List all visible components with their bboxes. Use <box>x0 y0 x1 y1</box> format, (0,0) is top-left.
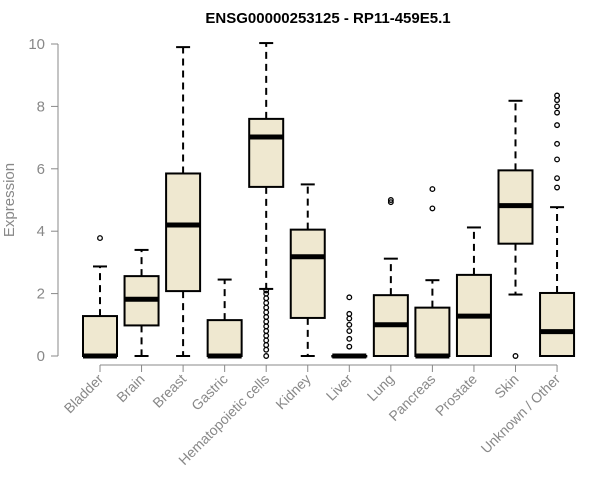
y-axis: 0 2 4 6 8 10 <box>28 36 59 365</box>
y-tick-label: 2 <box>37 286 45 303</box>
box-breast <box>165 46 202 357</box>
outlier-point <box>263 346 270 353</box>
iqr-box <box>414 306 451 358</box>
box-pancreas <box>414 186 451 359</box>
box-hematopoietic-cells <box>248 42 285 359</box>
outlier-point <box>554 97 560 104</box>
outlier-point <box>346 321 353 328</box>
box-liver <box>331 294 368 359</box>
box-skin <box>497 99 534 359</box>
outlier-point <box>554 184 560 191</box>
outlier-point <box>263 287 270 294</box>
x-tick-label: Prostate <box>432 371 480 419</box>
x-tick-label: Bladder <box>61 371 107 417</box>
outlier-point <box>346 343 353 350</box>
y-tick-label: 6 <box>37 161 45 178</box>
outlier-point <box>263 314 270 320</box>
outlier-point <box>429 186 436 193</box>
outlier-point <box>346 294 353 301</box>
outlier-point <box>263 304 270 311</box>
box-bladder <box>82 235 118 359</box>
y-tick-label: 4 <box>37 223 45 240</box>
outlier-point <box>554 109 560 116</box>
outlier-point <box>346 335 353 342</box>
x-tick-label: Breast <box>149 371 189 411</box>
y-tick-label: 10 <box>28 36 45 53</box>
outlier-point <box>554 140 560 147</box>
y-tick-label: 0 <box>37 348 45 365</box>
outlier-point <box>554 175 560 182</box>
outlier-point <box>554 103 560 110</box>
x-tick-label: Lung <box>364 371 397 404</box>
outlier-point <box>263 323 270 330</box>
outlier-point <box>346 328 353 334</box>
outlier-point <box>263 332 270 339</box>
outlier-point <box>554 92 560 99</box>
outlier-point <box>554 156 560 163</box>
x-tick-label: Skin <box>491 371 522 402</box>
outlier-point <box>263 300 270 306</box>
x-tick-label: Unknown / Other <box>478 371 564 457</box>
boxes-group <box>82 42 576 359</box>
iqr-box <box>289 228 326 319</box>
iqr-box <box>82 315 118 357</box>
box-unknown-other <box>539 92 576 358</box>
outlier-point <box>346 315 353 322</box>
iqr-box <box>165 172 202 293</box>
outlier-point <box>512 353 519 359</box>
chart-title: ENSG00000253125 - RP11-459E5.1 <box>205 10 450 27</box>
outlier-point <box>429 205 436 212</box>
iqr-box <box>206 319 243 357</box>
x-tick-label: Kidney <box>272 371 314 413</box>
y-tick-label: 8 <box>37 98 45 115</box>
outlier-point <box>263 328 270 334</box>
outlier-point <box>387 199 394 206</box>
outlier-point <box>263 290 270 297</box>
outlier-point <box>263 309 270 316</box>
x-tick-label: Liver <box>323 371 356 404</box>
y-axis-label: Expression <box>1 163 18 237</box>
outlier-point <box>97 235 103 242</box>
iqr-box <box>539 291 576 358</box>
box-brain <box>123 248 160 357</box>
outlier-point <box>263 337 270 344</box>
box-kidney <box>289 183 326 357</box>
x-tick-label: Brain <box>113 371 147 405</box>
iqr-box <box>248 117 285 188</box>
box-lung <box>372 197 409 358</box>
box-gastric <box>206 278 243 359</box>
outlier-point <box>554 122 560 129</box>
outlier-point <box>263 353 270 359</box>
outlier-point <box>387 197 394 203</box>
outlier-point <box>263 318 270 325</box>
outlier-point <box>263 342 270 349</box>
box-prostate <box>455 226 492 358</box>
outlier-point <box>346 310 353 317</box>
outlier-point <box>263 295 270 302</box>
